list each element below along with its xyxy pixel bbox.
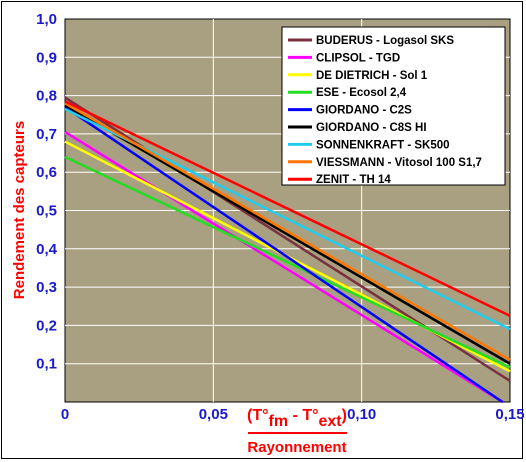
y-tick-label: 0,5	[36, 203, 57, 220]
legend-label: ZENIT - TH 14	[316, 174, 391, 186]
series-line	[64, 106, 504, 404]
x-formula-t2: T°	[302, 407, 318, 424]
y-tick-label: 1,0	[36, 11, 57, 28]
legend-label: SONNENKRAFT - SK500	[316, 139, 450, 151]
legend-label: GIORDANO - C8S HI	[316, 122, 427, 134]
x-formula-sub1: fm	[269, 413, 289, 430]
x-formula-sub2: ext	[319, 413, 343, 430]
y-tick-label: 0,3	[36, 279, 57, 296]
legend-label: VIESSMANN - Vitosol 100 S1,7	[316, 157, 482, 169]
x-tick-labels: 0 0,05 0,10 0,15	[61, 406, 524, 423]
series-group	[64, 96, 511, 404]
y-tick-label: 0,2	[36, 317, 57, 334]
x-formula-close: )	[342, 407, 347, 424]
y-tick-label: 0,4	[36, 241, 58, 258]
series-line	[64, 155, 511, 369]
legend-label: BUDERUS - Logasol SKS	[316, 35, 454, 47]
x-tick-label: 0,15	[495, 406, 524, 423]
y-tick-label: 0,1	[36, 356, 57, 373]
y-tick-labels: 0,1 0,2 0,3 0,4 0,5 0,6 0,7 0,8 0,9 1,0	[36, 11, 58, 373]
legend-label: CLIPSOL - TGD	[316, 52, 400, 64]
y-tick-label: 0,8	[36, 88, 57, 105]
legend-label: GIORDANO - C2S	[316, 105, 412, 117]
series-line	[64, 104, 511, 365]
y-axis-title: Rendement des capteurs	[11, 121, 28, 299]
x-tick-label: 0,05	[199, 406, 228, 423]
legend-label: DE DIETRICH - Sol 1	[316, 70, 428, 82]
x-tick-label: 0	[61, 406, 69, 423]
x-formula-t1: T°	[252, 407, 268, 424]
x-axis-title: Rayonnement	[247, 439, 346, 456]
x-formula-open: (	[247, 407, 253, 424]
series-line	[64, 130, 504, 404]
legend-label: ESE - Ecosol 2,4	[316, 87, 407, 99]
x-formula-minus: -	[288, 407, 302, 424]
y-tick-label: 0,6	[36, 164, 57, 181]
x-axis-formula: (T°fm - T°ext)	[247, 407, 347, 430]
y-tick-label: 0,7	[36, 126, 57, 143]
legend: BUDERUS - Logasol SKS CLIPSOL - TGD DE DIE…	[281, 26, 506, 186]
y-tick-label: 0,9	[36, 49, 57, 66]
legend-box	[281, 26, 506, 186]
series-line	[64, 100, 511, 317]
x-tick-label: 0,10	[347, 406, 376, 423]
series-line	[64, 102, 511, 361]
